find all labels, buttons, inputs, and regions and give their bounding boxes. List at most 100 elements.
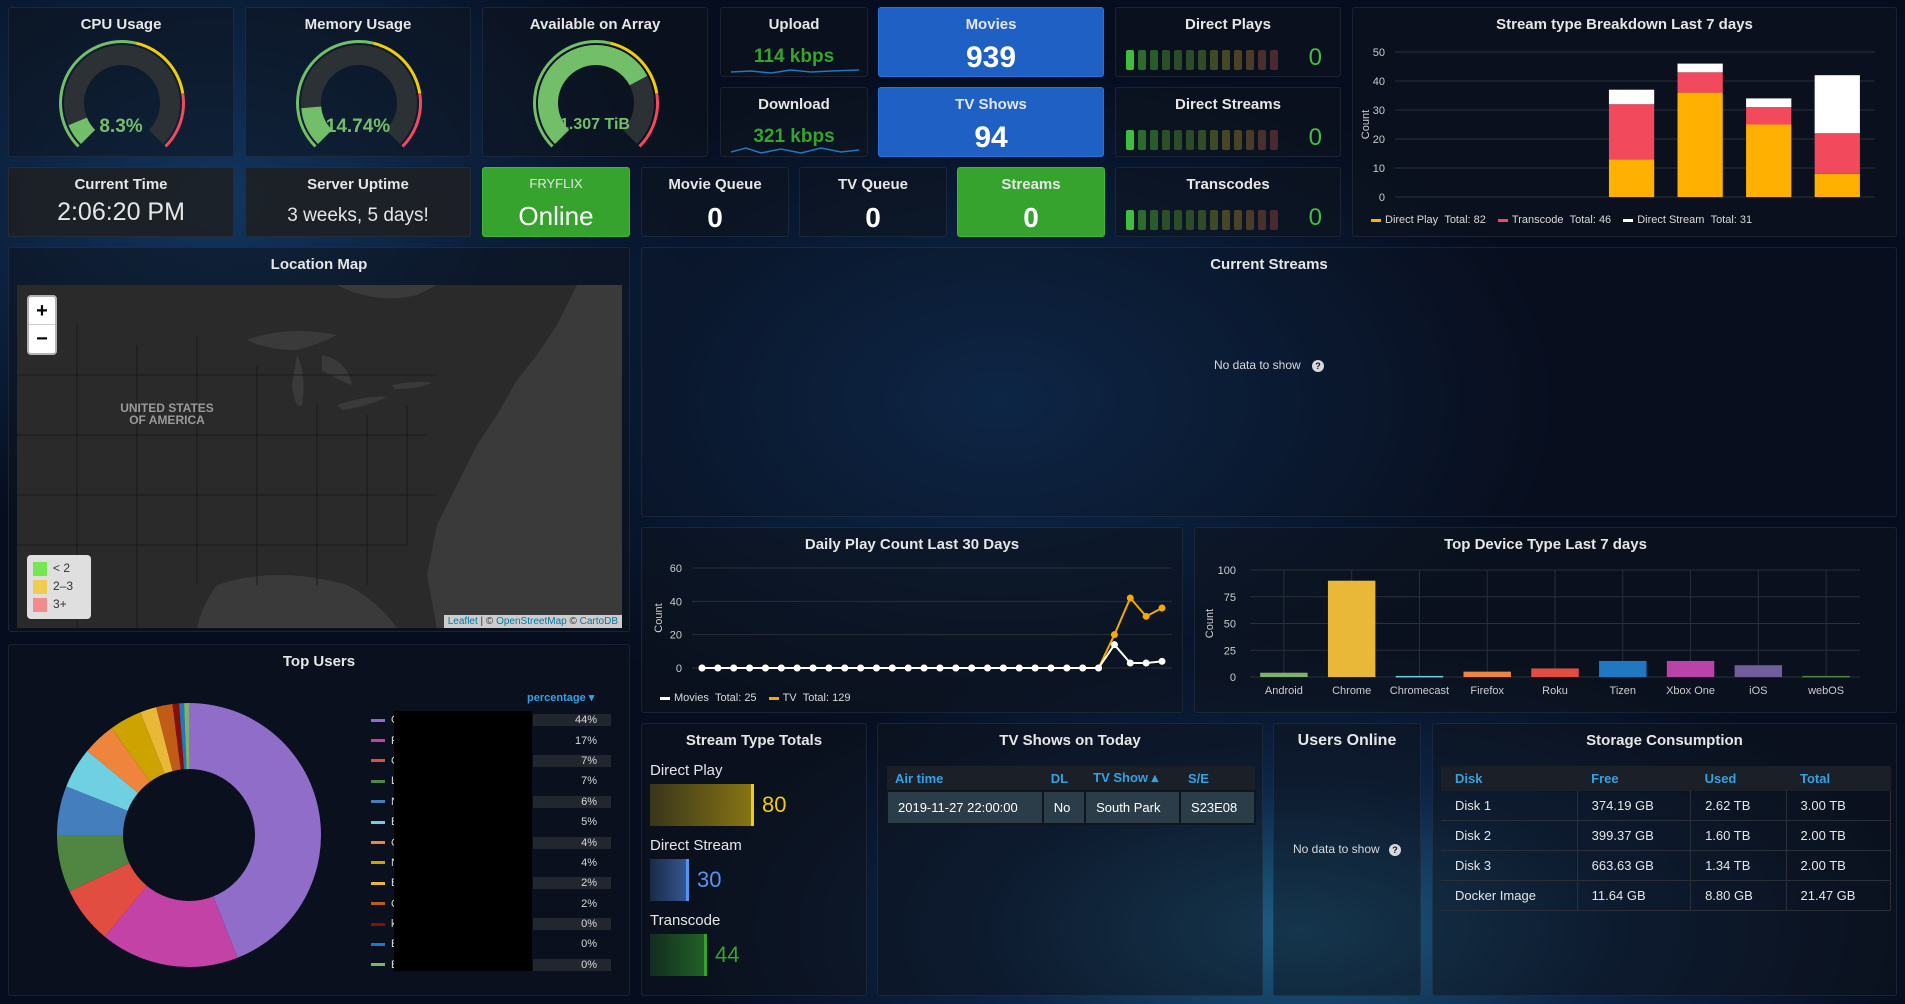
legend-percentage: 0%	[533, 958, 611, 971]
led-segment	[1150, 130, 1158, 150]
legend-item[interactable]: Movies Total: 25	[660, 692, 757, 704]
column-header[interactable]: Air time	[895, 770, 944, 786]
data-point	[1110, 631, 1118, 639]
y-tick-label: 60	[670, 563, 682, 575]
led-segment	[1174, 130, 1182, 150]
table-cell: Docker Image	[1441, 880, 1578, 911]
direct-streams-value: 0	[1308, 124, 1322, 151]
table-cell: 21.47 GB	[1786, 880, 1892, 911]
zoom-out-button[interactable]: −	[36, 328, 48, 350]
data-point	[936, 664, 944, 672]
legend-row: 3+	[33, 595, 85, 613]
data-point	[1015, 664, 1023, 672]
legend-label: Direct Stream	[1637, 214, 1705, 226]
bar-segment	[1677, 72, 1723, 93]
chart-legend: Movies Total: 25 TV Total: 129	[660, 692, 850, 704]
bar	[1463, 671, 1511, 677]
pie-slice[interactable]	[87, 728, 151, 793]
pie-slice[interactable]	[66, 750, 139, 811]
legend-percentage: 4%	[533, 836, 611, 849]
bar-segment	[1608, 89, 1655, 105]
streams-panel: Streams 0	[957, 167, 1105, 237]
y-tick-label: 0	[1379, 192, 1385, 204]
pie-slice[interactable]	[179, 703, 187, 770]
bar	[1395, 675, 1444, 678]
pie-slice[interactable]	[140, 707, 173, 774]
streams-value: 0	[1023, 202, 1039, 233]
pie-slice[interactable]	[57, 786, 128, 835]
pie-slice[interactable]	[111, 712, 165, 782]
legend-label: 2–3	[53, 579, 74, 593]
pie-slice[interactable]	[104, 885, 238, 967]
legend-swatch	[371, 922, 385, 926]
legend-item[interactable]: Direct Play Total: 82	[1371, 214, 1486, 226]
bar	[1260, 672, 1308, 677]
zoom-in-button[interactable]: +	[29, 297, 55, 325]
stream-total-value: 44	[715, 942, 740, 967]
legend-label: TV	[782, 692, 797, 704]
column-header[interactable]: Total	[1800, 771, 1831, 786]
zoom-controls: + −	[27, 295, 57, 355]
help-icon[interactable]: ?	[1312, 360, 1325, 372]
led-segment	[1210, 130, 1218, 150]
pie-slice[interactable]	[156, 704, 181, 772]
y-tick-label: 75	[1224, 592, 1236, 604]
y-axis-label: Count	[653, 603, 665, 632]
legend-swatch	[371, 759, 385, 763]
movies-panel: Movies 939	[878, 7, 1104, 77]
column-header[interactable]: Disk	[1455, 771, 1483, 786]
y-tick-label: 50	[1373, 47, 1385, 59]
column-header[interactable]: DL	[1050, 770, 1069, 786]
osm-link[interactable]: OpenStreetMap	[496, 616, 567, 627]
hudson-bay	[337, 285, 437, 299]
current-streams-panel: Current Streams No data to show ?	[641, 247, 1897, 517]
legend-percentage: 17%	[574, 734, 597, 747]
legend-percentage: 6%	[533, 795, 611, 808]
bar-segment	[1746, 124, 1792, 197]
legend-percentage: 44%	[533, 714, 611, 727]
bar	[1599, 660, 1647, 677]
series-line	[702, 643, 1163, 669]
led-segment	[1126, 210, 1134, 230]
tv-today-table: Air time DL TV Show ▴ S/E 2019-11-27 22:…	[886, 766, 1257, 825]
legend-row[interactable]: B0%	[371, 955, 611, 975]
help-icon[interactable]: ?	[1389, 844, 1402, 856]
pie-legend-header[interactable]: percentage ▾	[527, 692, 595, 704]
led-segment	[1138, 130, 1146, 150]
array-panel: Available on Array 1.307 TiB	[482, 7, 708, 157]
map-canvas[interactable]: UNITED STATES OF AMERICA + − < 2 2–3 3+ …	[17, 285, 622, 628]
legend-swatch	[371, 881, 385, 885]
leaflet-link[interactable]: Leaflet	[447, 616, 478, 627]
carto-link[interactable]: CartoDB	[579, 616, 618, 627]
table-cell: 2019-11-27 22:00:00	[886, 790, 1044, 825]
column-header[interactable]: Used	[1704, 771, 1737, 786]
legend-item[interactable]: TV Total: 129	[768, 692, 850, 704]
led-segment	[1186, 130, 1194, 150]
led-bar	[1126, 130, 1278, 150]
pie-slice[interactable]	[69, 863, 147, 937]
pie-slice[interactable]	[189, 703, 322, 958]
led-segment	[1246, 130, 1254, 150]
table-cell: 2.62 TB	[1690, 791, 1787, 821]
column-header[interactable]: Free	[1591, 771, 1619, 786]
map-svg: UNITED STATES OF AMERICA	[17, 285, 622, 628]
pie-slice[interactable]	[57, 835, 130, 892]
column-header[interactable]: TV Show ▴	[1093, 770, 1159, 785]
table-cell: 3.00 TB	[1786, 791, 1892, 821]
legend-percentage: 5%	[581, 816, 597, 829]
movie-queue-panel: Movie Queue 0	[641, 167, 789, 237]
table-cell: 399.37 GB	[1577, 820, 1692, 851]
panel-title: Movie Queue	[668, 176, 762, 193]
led-segment	[1174, 50, 1182, 70]
legend-label: Transcode	[1511, 214, 1564, 226]
column-header[interactable]: S/E	[1187, 770, 1209, 786]
legend-item[interactable]: Direct Stream Total: 31	[1623, 214, 1752, 226]
empty-state: No data to show ?	[1274, 842, 1420, 856]
data-point	[1126, 659, 1134, 667]
panel-title: Current Streams	[1210, 256, 1328, 273]
pie-slice[interactable]	[184, 703, 189, 770]
legend-item[interactable]: Transcode Total: 46	[1497, 214, 1611, 226]
data-point	[952, 664, 960, 672]
pie-slice[interactable]	[172, 703, 185, 770]
data-point	[714, 664, 722, 672]
